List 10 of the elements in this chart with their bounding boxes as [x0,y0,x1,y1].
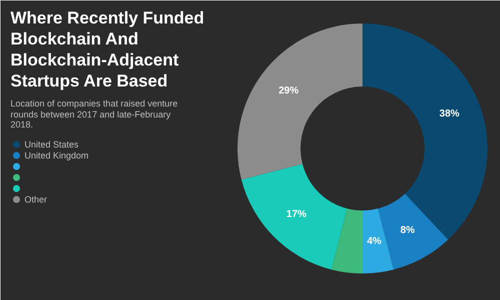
text: Where Recently Funded Blockchain And Blockchain-Adjacent Startups Are Based [10,8,204,90]
legend-label: United Kingdom [24,150,89,160]
data-label: 17% [286,209,306,220]
data-label: 4% [366,236,382,247]
data-label: 29% [278,86,299,97]
legend-label: Other [24,194,48,204]
data-label: 8% [400,224,415,236]
text: Location of companies that raised venture rounds between 2017 and late-February 2018. [10,98,178,130]
legend-label: United States [24,140,80,150]
data-label: 38% [439,108,460,120]
